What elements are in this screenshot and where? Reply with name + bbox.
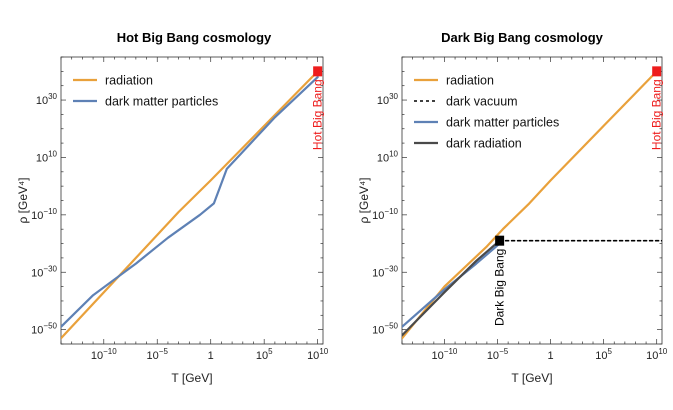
x-tick-label: 10−10 — [432, 347, 458, 362]
x-tick-label: 1010 — [646, 347, 668, 362]
series-line-radiation — [402, 70, 658, 340]
series-group — [402, 70, 662, 340]
y-tick-label: 10−10 — [372, 207, 398, 222]
y-axis-label: ρ [GeV⁴] — [357, 178, 371, 224]
series-line-dark-radiation — [402, 239, 501, 337]
annotation-dark-big-bang: Dark Big Bang — [493, 249, 507, 326]
y-tick-label: 10−50 — [372, 322, 398, 337]
y-tick-label: 1010 — [36, 149, 58, 164]
x-tick-label: 10−5 — [147, 347, 169, 362]
hot-big-bang-chart: Hot Big Bang cosmology 10−10 10−5 1 105 1010 1… — [16, 30, 329, 385]
legend-label-dark-radiation: dark radiation — [446, 137, 522, 151]
y-tick-label: 1010 — [377, 149, 399, 164]
y-tick-label: 1030 — [36, 92, 58, 107]
legend-label-dark-matter-particles: dark matter particles — [105, 95, 218, 109]
series-line-radiation — [61, 70, 319, 340]
x-tick-label: 105 — [256, 347, 273, 362]
y-tick-label: 10−30 — [31, 264, 57, 279]
y-axis-label: ρ [GeV⁴] — [16, 178, 30, 224]
legend-label-dark-matter-particles: dark matter particles — [446, 116, 559, 130]
dark-big-bang-chart: Dark Big Bang cosmology 10−10 10−5 1 105 1010… — [357, 30, 668, 385]
legend-label-radiation: radiation — [446, 74, 494, 88]
x-tick-label: 1 — [208, 350, 214, 362]
marker-hot-big-bang — [652, 66, 662, 77]
legend-label-dark-vacuum: dark vacuum — [446, 95, 518, 109]
series-line-dark-matter-particles — [61, 75, 319, 328]
marker-dark-big-bang — [495, 235, 505, 246]
x-tick-label: 1 — [548, 350, 554, 362]
x-tick-label: 10−10 — [91, 347, 117, 362]
y-tick-label: 10−10 — [31, 207, 57, 222]
x-axis-label: T [GeV] — [511, 371, 552, 385]
y-tick-label: 10−30 — [372, 264, 398, 279]
x-tick-label: 105 — [595, 347, 612, 362]
series-group — [61, 70, 319, 340]
x-axis-label: T [GeV] — [171, 371, 212, 385]
x-tick-label: 1010 — [307, 347, 329, 362]
legend-label-radiation: radiation — [105, 74, 153, 88]
chart-title: Dark Big Bang cosmology — [441, 30, 604, 45]
x-tick-label: 10−5 — [487, 347, 509, 362]
chart-title: Hot Big Bang cosmology — [117, 30, 272, 45]
annotation-hot-big-bang: Hot Big Bang — [311, 79, 325, 150]
y-tick-label: 1030 — [377, 92, 399, 107]
marker-hot-big-bang — [313, 66, 323, 77]
y-tick-label: 10−50 — [31, 322, 57, 337]
annotation-hot-big-bang: Hot Big Bang — [650, 79, 664, 150]
